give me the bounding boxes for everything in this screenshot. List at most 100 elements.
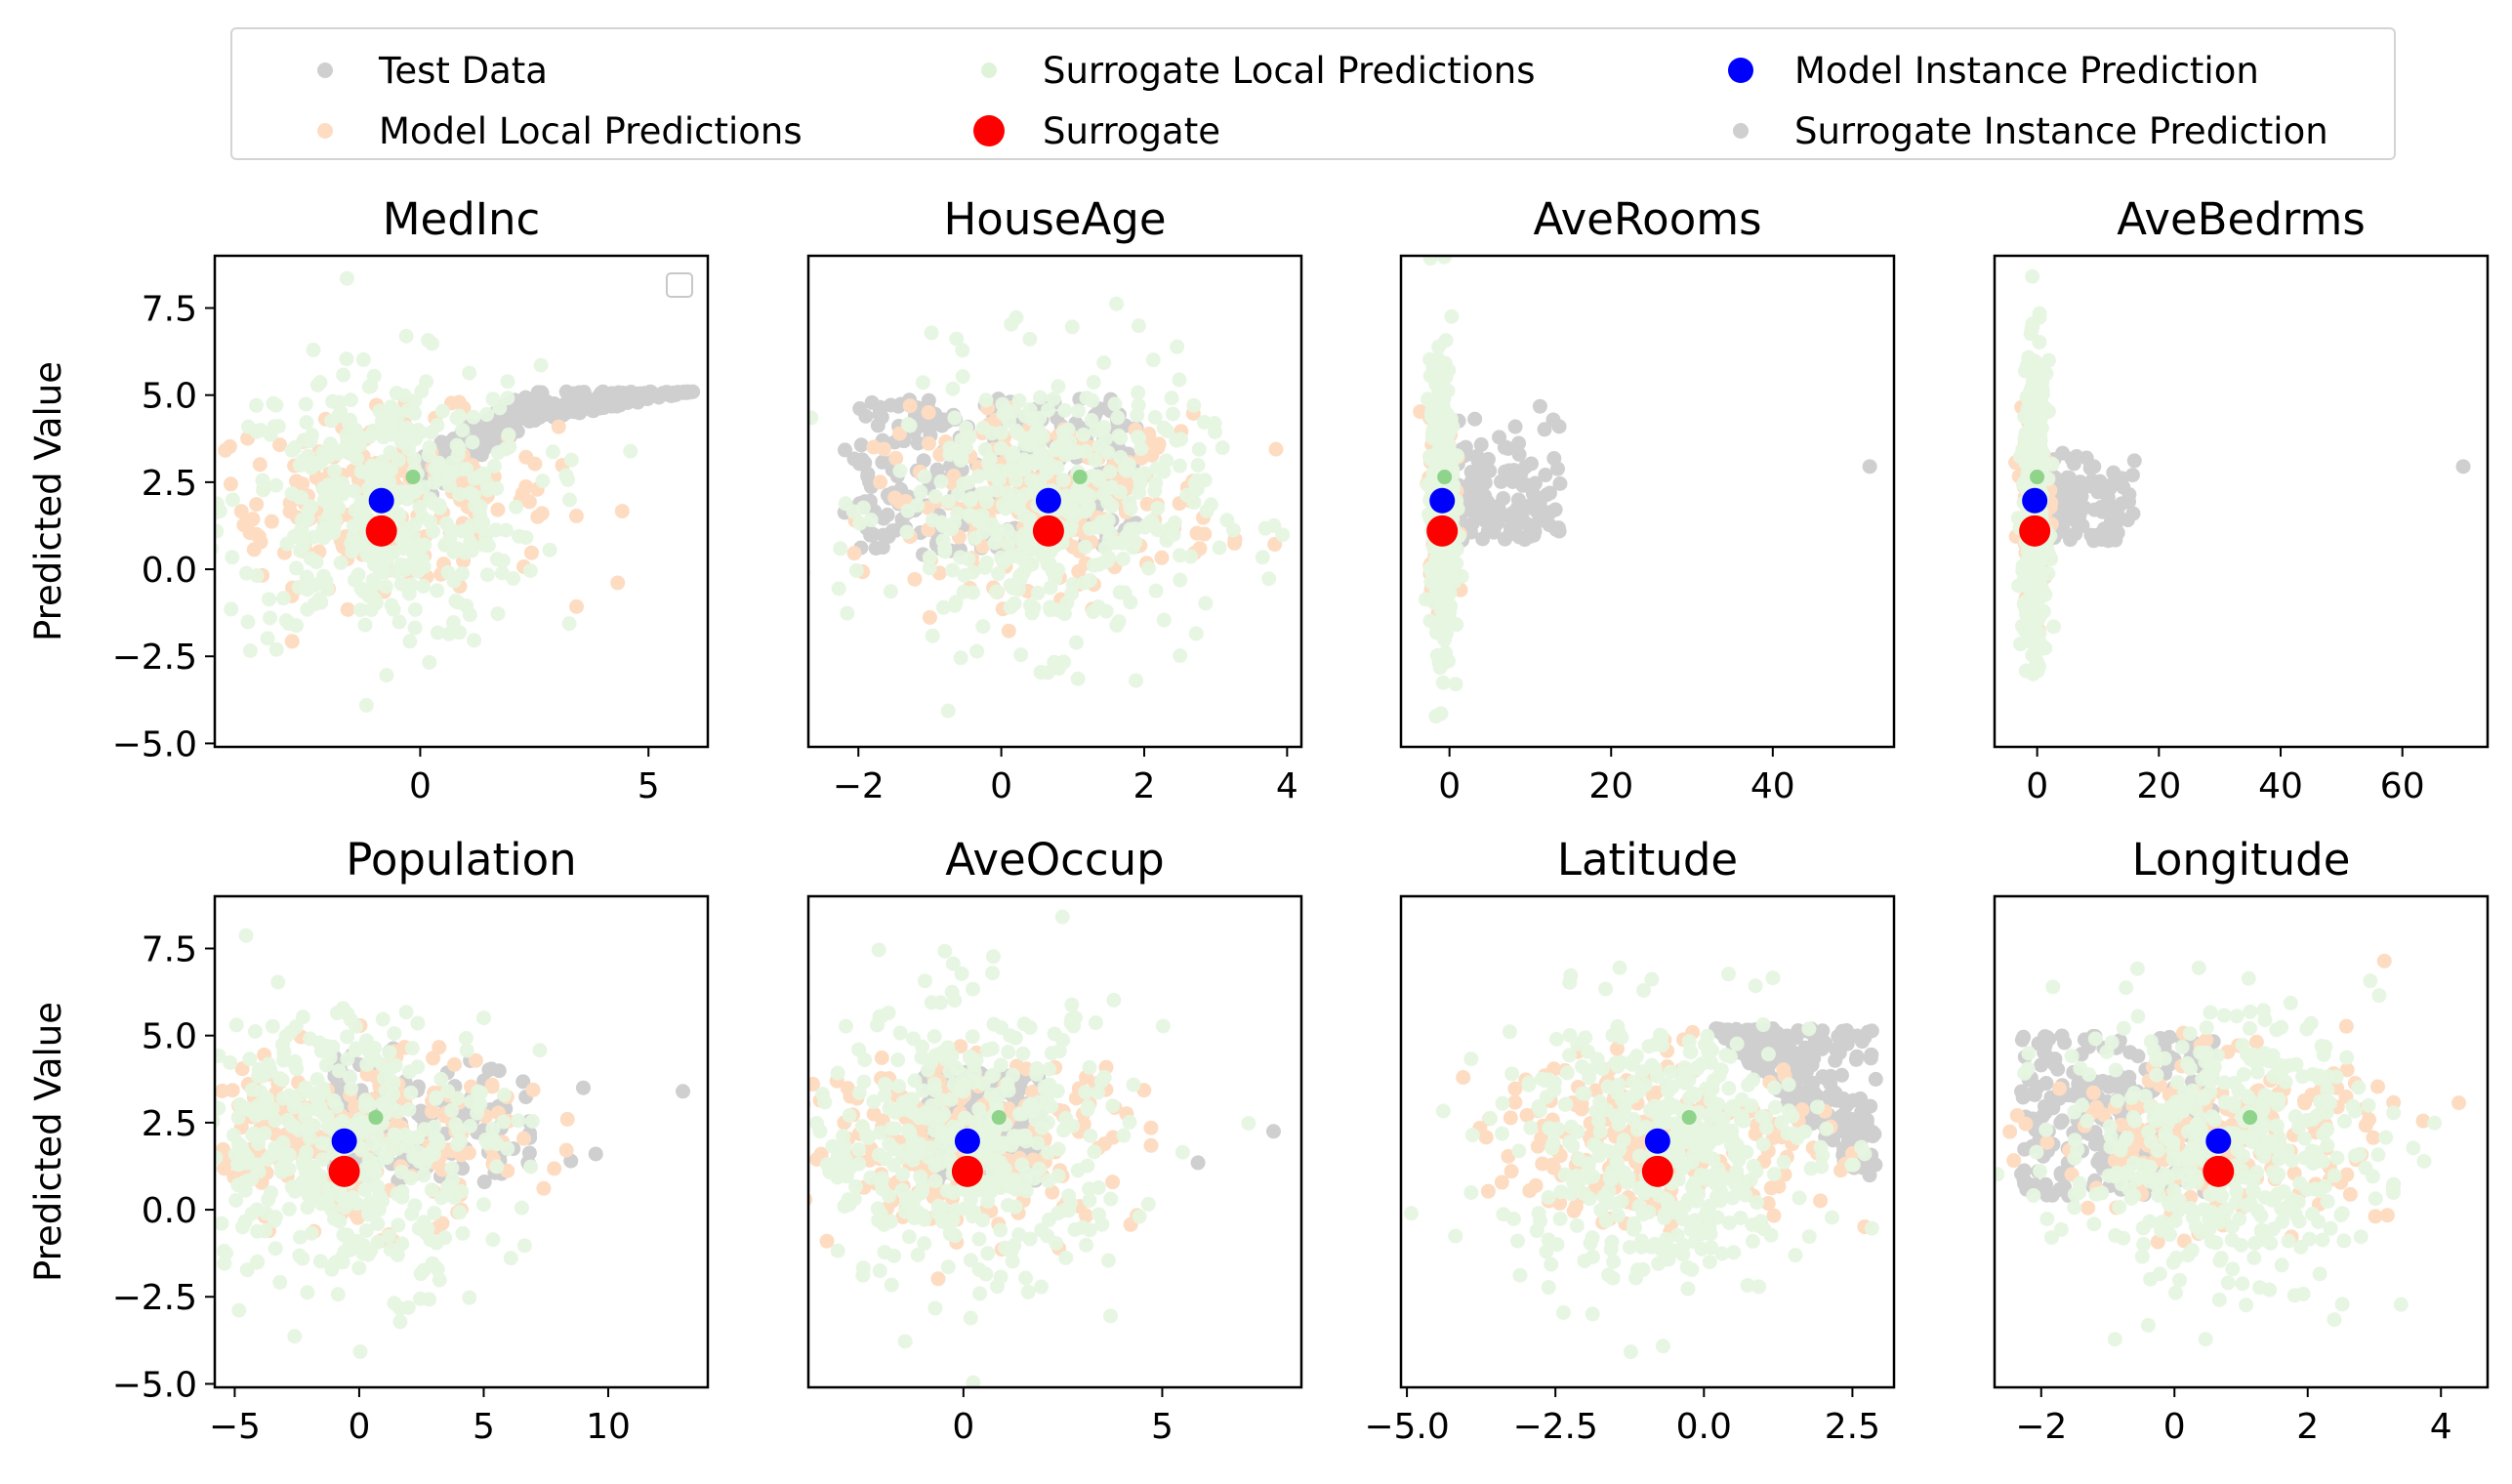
surrogate-local-point [489,1159,505,1175]
surrogate-local-point [934,515,950,530]
surrogate-local-point [352,602,368,618]
scatter-points [2008,268,2471,681]
surrogate-local-point [451,440,467,456]
surrogate-local-point [335,1113,350,1129]
surrogate-local-point [453,1134,469,1149]
test-data-point [838,442,853,458]
surrogate-local-point [1435,410,1451,426]
surrogate-local-point [998,501,1013,516]
surrogate-local-point [234,1219,250,1235]
surrogate-local-point [389,563,404,579]
model-local-point [808,1193,813,1207]
surrogate-local-point [309,555,324,570]
model-local-point [1189,525,1205,541]
x-tick-label: 20 [2136,766,2181,806]
axes-frame [1993,254,2490,749]
surrogate-local-point [1438,626,1454,641]
surrogate-local-point [2032,306,2047,321]
surrogate-local-point [340,1007,355,1022]
surrogate-local-point [444,1102,460,1118]
surrogate-local-point [247,1023,263,1039]
surrogate-local-point [935,533,951,549]
surrogate-local-point [249,1202,265,1217]
model-local-point [340,601,355,617]
model-local-point [215,1101,216,1106]
surrogate-local-point [1187,475,1203,491]
surrogate-local-point [808,410,819,426]
surrogate-marker [2019,515,2051,547]
surrogate-local-point [1435,573,1451,589]
surrogate-local-point [485,1232,501,1248]
surrogate-local-point [935,599,951,615]
legend-marker-icon [981,62,997,78]
test-data-point [2120,513,2135,528]
surrogate-local-point [1130,407,1145,423]
surrogate-local-point [479,567,495,583]
y-axis-label: Predicted Value [27,1002,69,1282]
surrogate-local-point [362,429,378,444]
surrogate-local-point [947,410,963,426]
test-data-point [517,390,533,405]
test-data-point [860,469,876,484]
surrogate-local-point [1085,392,1100,408]
surrogate-local-point [1068,635,1084,650]
surrogate-local-point [334,1251,350,1266]
surrogate-local-point [2026,666,2041,681]
test-data-point [2121,494,2137,510]
surrogate-local-point [496,1088,512,1103]
test-data-point [872,406,887,422]
surrogate-local-point [946,515,962,531]
surrogate-local-point [302,1131,317,1146]
surrogate-local-point [340,1051,355,1067]
model-local-point [515,486,530,502]
test-data-point [476,1175,492,1190]
surrogate-local-point [514,1200,529,1216]
test-data-point [1475,531,1491,547]
test-data-point [1511,446,1527,462]
model-local-point [610,575,626,591]
surrogate-local-point [1101,532,1117,548]
surrogate-local-point [403,1085,419,1100]
model-local-point [284,634,300,649]
surrogate-local-point [561,616,577,632]
model-local-point [907,571,923,587]
test-data-point [1501,440,1516,456]
surrogate-local-point [377,564,392,580]
legend-label: Surrogate Instance Prediction [1794,109,2328,152]
surrogate-local-point [1117,585,1132,600]
surrogate-local-point [511,1113,526,1129]
surrogate-local-point [255,1068,270,1084]
model-local-point [902,398,918,414]
surrogate-local-point [226,1128,241,1143]
scatter-points [808,909,1281,1387]
surrogate-local-point [407,620,423,636]
surrogate-local-point [1022,431,1038,446]
surrogate-local-point [1016,526,1032,542]
model-local-point [215,1083,229,1098]
surrogate-local-point [386,545,401,560]
panel-title: AveRooms [1533,193,1761,245]
surrogate-local-point [965,564,980,580]
surrogate-local-point [1173,572,1188,588]
surrogate-local-point [2032,358,2047,374]
surrogate-local-point [2032,452,2047,468]
model-local-point [874,1050,889,1065]
surrogate-local-point [1096,555,1112,570]
model-local-point [558,1142,574,1158]
model-instance-marker [1035,487,1061,514]
surrogate-local-point [195,677,210,691]
surrogate-local-point [278,613,294,629]
surrogate-local-point [389,386,404,401]
surrogate-local-point [306,342,321,357]
surrogate-local-point [1055,425,1071,440]
surrogate-local-point [324,1202,340,1217]
surrogate-local-point [332,394,348,410]
test-data-point [852,456,868,472]
surrogate-local-point [831,581,846,597]
surrogate-local-point [2023,600,2038,616]
surrogate-local-point [1164,391,1179,406]
surrogate-local-point [1115,551,1131,566]
test-data-point [2072,504,2087,519]
test-data-point [1532,398,1547,414]
surrogate-local-point [1145,352,1161,368]
